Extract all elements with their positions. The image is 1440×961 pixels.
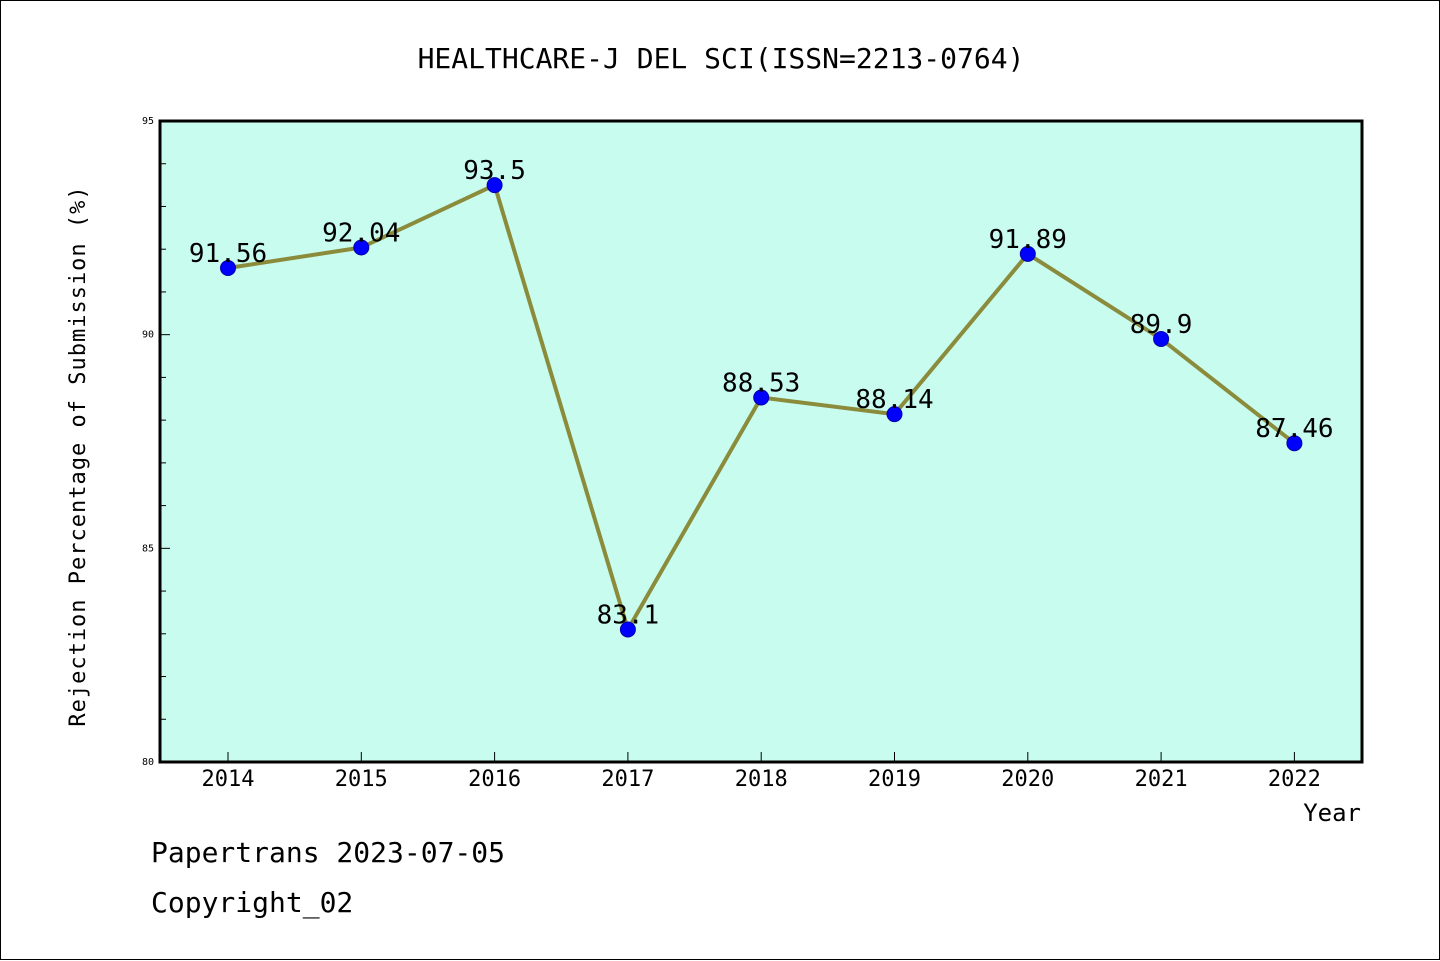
data-label: 83.1: [597, 601, 660, 631]
y-tick-label: 85: [142, 543, 154, 554]
data-label: 93.5: [463, 156, 526, 186]
x-axis: 2014 2015 2016 2017 2018 2019 2020 2021 2022: [202, 752, 1321, 792]
data-point: [1286, 435, 1303, 452]
footer-copyright: Copyright_02: [151, 886, 354, 919]
data-point: [886, 406, 903, 423]
data-label: 88.53: [722, 368, 800, 398]
data-label: 91.89: [989, 225, 1067, 255]
data-point: [1153, 330, 1170, 347]
x-tick-label: 2020: [1001, 767, 1054, 792]
x-tick-label: 2019: [868, 767, 921, 792]
x-tick-label: 2015: [335, 767, 388, 792]
x-tick-label: 2022: [1268, 767, 1321, 792]
y-tick-label: 80: [142, 757, 154, 768]
data-label: 87.46: [1255, 414, 1333, 444]
footer-date: Papertrans 2023-07-05: [151, 836, 506, 869]
chart-title: HEALTHCARE-J DEL SCI(ISSN=2213-0764): [418, 42, 1025, 75]
x-axis-label: Year: [1303, 799, 1361, 827]
x-tick-label: 2017: [601, 767, 654, 792]
data-label: 92.04: [322, 218, 400, 248]
series-markers: [220, 177, 1303, 638]
y-axis: 80 85 90 95: [142, 116, 170, 768]
x-tick-label: 2016: [468, 767, 521, 792]
data-point: [619, 621, 636, 638]
data-labels: 91.56 92.04 93.5 83.1 88.53 88.14 91.89 89.9 87.…: [189, 156, 1334, 630]
data-label: 91.56: [189, 239, 267, 269]
y-tick-label: 95: [142, 116, 154, 127]
y-axis-label: Rejection Percentage of Submission (%): [66, 185, 91, 726]
y-tick-label: 90: [142, 330, 154, 341]
data-point: [753, 389, 770, 406]
data-point: [1019, 245, 1036, 262]
data-label: 88.14: [855, 385, 933, 415]
data-point: [486, 177, 503, 194]
plot-area: [158, 119, 1364, 764]
data-label: 89.9: [1130, 310, 1193, 340]
x-tick-label: 2021: [1135, 767, 1188, 792]
data-point: [353, 239, 370, 256]
x-tick-label: 2014: [202, 767, 255, 792]
data-point: [220, 260, 236, 277]
x-tick-label: 2018: [735, 767, 788, 792]
